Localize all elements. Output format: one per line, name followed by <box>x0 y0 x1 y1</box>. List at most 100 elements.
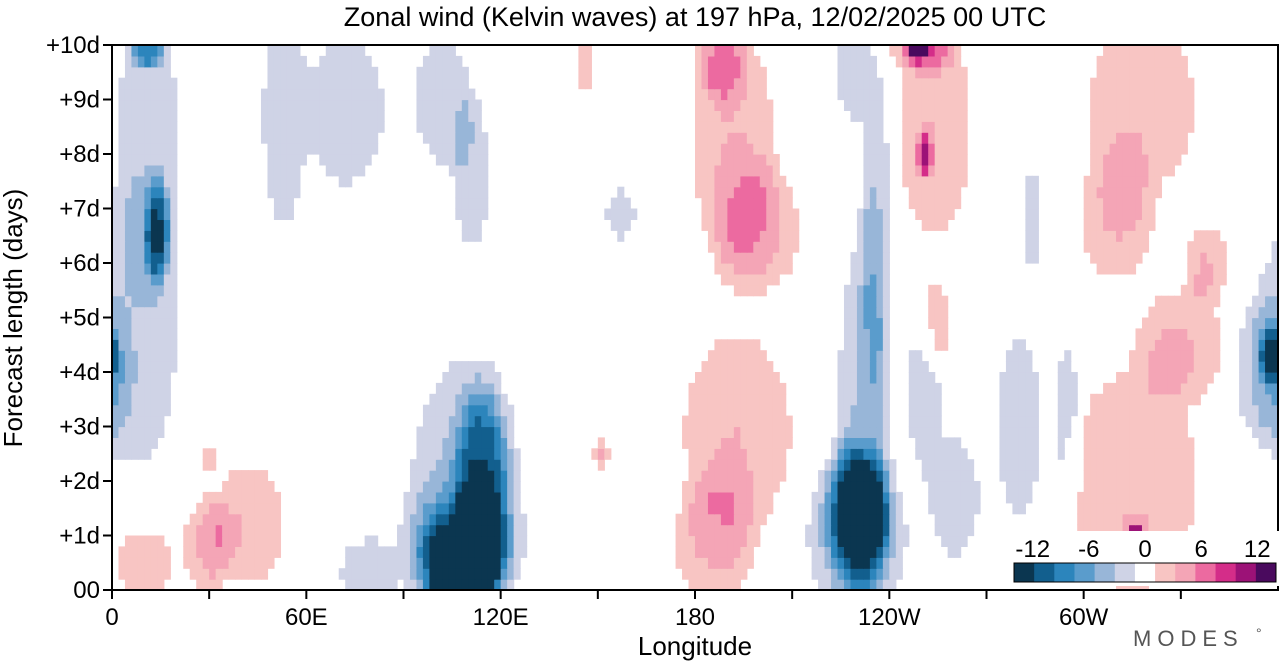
field-cell <box>688 415 696 428</box>
field-cell <box>1129 470 1137 482</box>
field-cell <box>902 99 910 111</box>
field-cell <box>973 502 981 515</box>
field-cell <box>1135 45 1143 57</box>
field-cell <box>856 535 865 547</box>
field-cell <box>759 241 767 253</box>
field-cell <box>1135 132 1143 144</box>
field-cell <box>843 426 852 438</box>
field-cell <box>1070 404 1078 417</box>
field-cell <box>461 568 469 580</box>
field-cell <box>753 230 761 242</box>
field-cell <box>869 361 877 373</box>
field-cell <box>895 513 903 526</box>
field-cell <box>422 110 431 122</box>
field-cell <box>137 186 145 199</box>
field-cell <box>1116 382 1124 395</box>
field-cell <box>137 546 145 558</box>
field-cell <box>863 382 871 395</box>
field-cell <box>150 143 158 155</box>
field-cell <box>941 66 949 79</box>
field-cell <box>766 459 774 471</box>
field-cell <box>1018 361 1026 373</box>
field-cell <box>837 77 845 90</box>
field-cell <box>435 437 443 449</box>
field-cell <box>882 546 890 558</box>
field-cell <box>1090 393 1098 406</box>
field-cell <box>759 481 767 493</box>
field-cell <box>1129 66 1137 79</box>
field-cell <box>144 77 152 90</box>
field-cell <box>1025 459 1033 471</box>
field-cell <box>850 273 858 286</box>
field-cell <box>869 491 877 504</box>
field-cell <box>856 284 865 297</box>
colorbar-swatch <box>1034 563 1055 582</box>
field-cell <box>487 361 495 373</box>
field-cell <box>312 132 320 144</box>
field-cell <box>1090 470 1098 482</box>
field-cell <box>772 219 780 231</box>
field-cell <box>1116 66 1124 79</box>
field-cell <box>377 110 385 122</box>
field-cell <box>1148 524 1156 537</box>
field-cell <box>448 45 456 57</box>
field-cell <box>1141 404 1150 417</box>
field-cell <box>500 557 508 569</box>
field-cell <box>1103 77 1111 90</box>
field-cell <box>1122 372 1130 384</box>
field-cell <box>481 459 489 471</box>
field-cell <box>1096 263 1104 275</box>
field-cell <box>766 426 774 438</box>
field-cell <box>429 579 437 590</box>
field-cell <box>481 426 489 438</box>
field-cell <box>409 470 418 482</box>
field-cell <box>397 557 405 569</box>
field-cell <box>714 186 722 199</box>
field-cell <box>325 154 333 166</box>
field-cell <box>157 579 165 590</box>
field-cell <box>856 459 865 471</box>
field-cell <box>740 154 748 166</box>
field-cell <box>843 481 852 493</box>
field-cell <box>1109 470 1117 482</box>
field-cell <box>753 252 761 264</box>
field-cell <box>442 568 450 580</box>
field-cell <box>714 175 722 188</box>
field-cell <box>902 77 910 90</box>
field-cell <box>1005 404 1014 417</box>
field-cell <box>1252 317 1260 329</box>
field-cell <box>1141 437 1150 449</box>
field-cell <box>695 426 703 438</box>
field-cell <box>766 132 774 144</box>
field-cell <box>1148 175 1156 188</box>
field-cell <box>934 99 942 111</box>
field-cell <box>150 393 158 406</box>
field-cell <box>1109 481 1117 493</box>
field-cell <box>1109 121 1117 133</box>
field-cell <box>1265 415 1273 428</box>
field-cell <box>325 99 333 111</box>
field-cell <box>481 132 489 144</box>
field-cell <box>688 470 696 482</box>
field-cell <box>1180 361 1188 373</box>
field-cell <box>701 77 709 90</box>
field-cell <box>863 110 871 122</box>
field-cell <box>1018 437 1026 449</box>
field-cell <box>701 121 709 133</box>
field-cell <box>118 208 126 220</box>
field-cell <box>1025 219 1033 231</box>
field-cell <box>137 568 145 580</box>
field-cell <box>714 241 722 253</box>
field-cell <box>837 45 845 57</box>
field-cell <box>695 524 703 537</box>
field-cell <box>908 143 916 155</box>
field-cell <box>1109 219 1117 231</box>
field-cell <box>876 568 884 580</box>
field-cell <box>461 230 469 242</box>
field-cell <box>733 459 741 471</box>
field-cell <box>876 317 884 329</box>
field-cell <box>1109 55 1117 68</box>
field-cell <box>215 546 223 558</box>
field-cell <box>1057 382 1065 395</box>
field-cell <box>241 513 249 526</box>
